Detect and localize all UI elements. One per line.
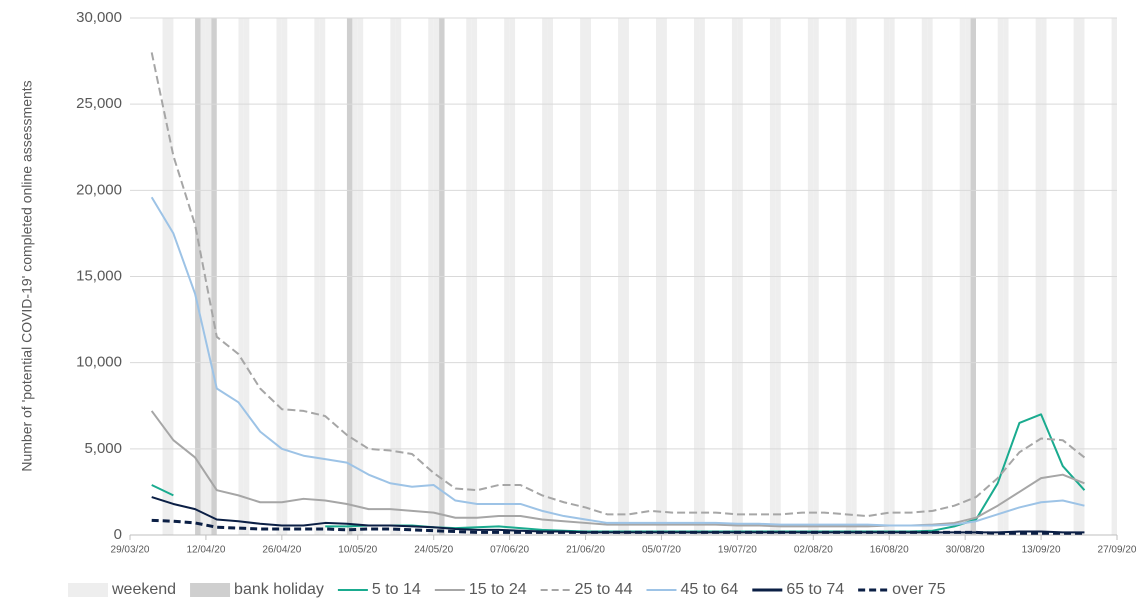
x-tick-label: 27/09/20 <box>1098 545 1137 556</box>
y-tick-label: 10,000 <box>76 354 122 371</box>
x-tick-label: 13/09/20 <box>1022 545 1061 556</box>
x-tick-label: 21/06/20 <box>566 545 605 556</box>
x-tick-label: 19/07/20 <box>718 545 757 556</box>
y-tick-label: 25,000 <box>76 95 122 112</box>
x-tick-label: 10/05/20 <box>338 545 377 556</box>
legend-swatch <box>190 583 231 597</box>
legend-swatch <box>68 583 108 597</box>
legend-label: 5 to 14 <box>372 581 421 598</box>
y-axis-title: Number of 'potential COVID-19' completed… <box>19 80 35 471</box>
series-line <box>150 196 1085 527</box>
x-tick-label: 26/04/20 <box>262 545 301 556</box>
x-tick-label: 16/08/20 <box>870 545 909 556</box>
x-tick-label: 30/08/20 <box>946 545 985 556</box>
y-tick-label: 15,000 <box>76 267 122 284</box>
legend-label: 15 to 24 <box>469 581 527 598</box>
legend-label: 65 to 74 <box>786 581 844 598</box>
legend-label: weekend <box>111 581 176 598</box>
legend-label: 25 to 44 <box>575 581 633 598</box>
series-line <box>151 518 1085 535</box>
x-tick-label: 07/06/20 <box>490 545 529 556</box>
x-tick-label: 05/07/20 <box>642 545 681 556</box>
y-tick-label: 0 <box>114 526 122 543</box>
y-tick-label: 5,000 <box>84 440 122 457</box>
legend-label: 45 to 64 <box>680 581 738 598</box>
x-tick-label: 02/08/20 <box>794 545 833 556</box>
legend-label: bank holiday <box>234 581 324 598</box>
y-tick-label: 30,000 <box>76 9 122 26</box>
x-tick-label: 12/04/20 <box>186 545 225 556</box>
legend-label: over 75 <box>892 581 945 598</box>
x-tick-label: 24/05/20 <box>414 545 453 556</box>
series-line <box>150 52 1086 518</box>
y-tick-label: 20,000 <box>76 181 122 198</box>
x-tick-label: 29/03/20 <box>111 545 150 556</box>
